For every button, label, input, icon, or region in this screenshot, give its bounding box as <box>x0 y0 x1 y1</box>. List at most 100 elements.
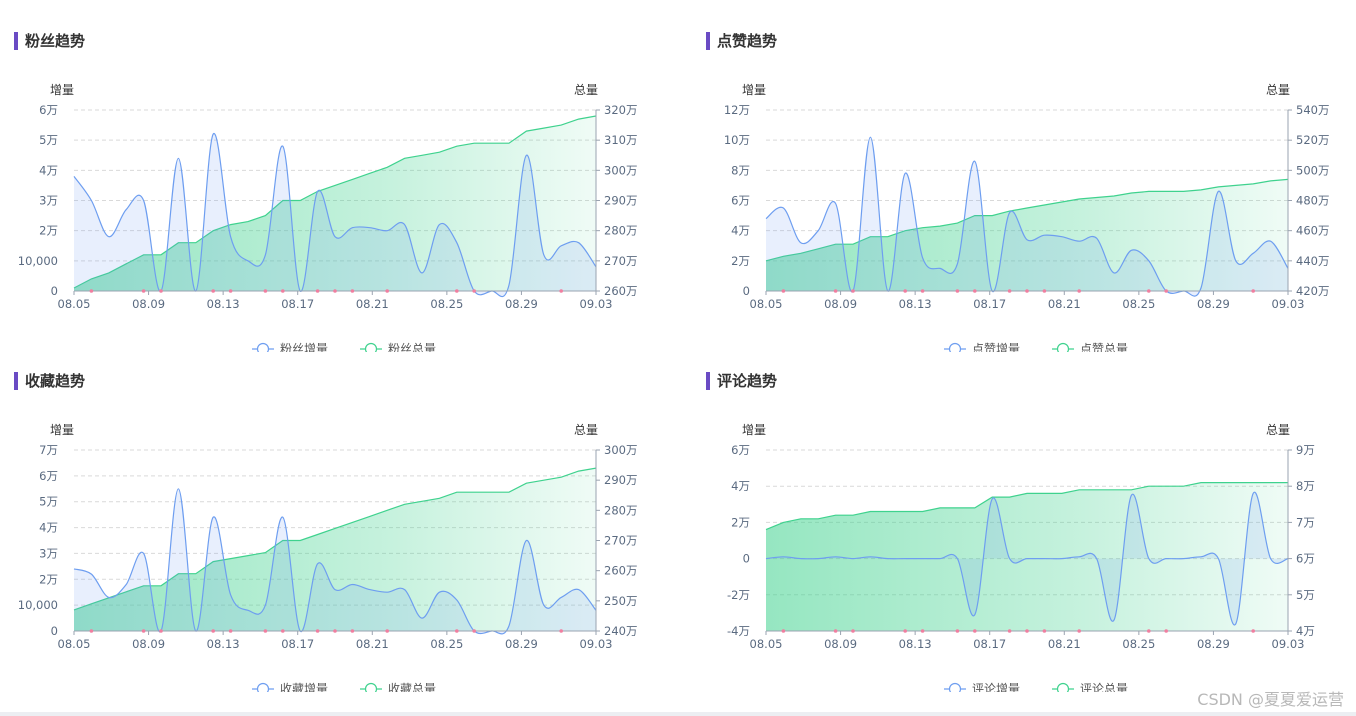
watermark: CSDN @夏夏爱运营 <box>1197 690 1344 709</box>
event-marker <box>472 289 477 293</box>
left-tick-label: -2万 <box>727 588 750 602</box>
chart-title: 评论趋势 <box>706 372 777 390</box>
left-tick-label: 2万 <box>731 515 750 529</box>
right-tick-label: 440万 <box>1296 254 1329 268</box>
left-tick-label: 6万 <box>39 469 58 483</box>
x-tick-label: 08.09 <box>824 637 857 651</box>
event-marker <box>89 289 94 293</box>
event-marker <box>1077 289 1081 293</box>
event-marker <box>333 629 337 633</box>
x-tick-label: 08.29 <box>1197 297 1230 311</box>
right-tick-label: 420万 <box>1296 284 1329 298</box>
left-tick-label: 4万 <box>731 224 750 238</box>
event-marker <box>1164 289 1168 293</box>
x-tick-label: 08.17 <box>973 297 1006 311</box>
legend-marker <box>256 342 270 352</box>
right-tick-label: 320万 <box>604 103 637 117</box>
left-tick-label: 12万 <box>724 103 750 117</box>
event-marker <box>281 289 285 293</box>
event-marker <box>851 289 855 293</box>
event-marker <box>455 629 459 633</box>
event-marker <box>781 289 786 293</box>
left-tick-label: 6万 <box>731 443 750 457</box>
event-marker <box>211 629 215 633</box>
x-tick-label: 08.21 <box>1048 297 1081 311</box>
x-tick-label: 08.05 <box>58 637 91 651</box>
right-tick-label: 460万 <box>1296 224 1329 238</box>
event-marker <box>228 289 233 293</box>
event-marker <box>211 289 215 293</box>
left-tick-label: 10,000 <box>18 598 58 612</box>
right-tick-label: 4万 <box>1296 624 1315 638</box>
legend-label: 评论增量 <box>972 682 1020 692</box>
event-marker <box>455 289 459 293</box>
left-tick-label: 6万 <box>39 103 58 117</box>
legend-label: 点赞总量 <box>1080 342 1128 352</box>
x-tick-label: 08.09 <box>824 297 857 311</box>
event-marker <box>350 289 355 293</box>
event-marker <box>350 629 355 633</box>
event-marker <box>1042 629 1047 633</box>
event-marker <box>955 289 960 293</box>
x-tick-label: 08.17 <box>281 297 314 311</box>
left-tick-label: 3万 <box>39 194 58 208</box>
left-tick-label: 10,000 <box>18 254 58 268</box>
event-marker <box>920 289 925 293</box>
x-tick-label: 09.03 <box>1272 297 1305 311</box>
legend-marker <box>256 682 270 692</box>
left-tick-label: -4万 <box>727 624 750 638</box>
chart-svg: 0 10,000 2万 3万 4万 5万 6万 260万 270万 280万 290万 300万 310… <box>18 83 637 352</box>
left-axis-title: 增量 <box>742 423 766 437</box>
x-tick-label: 08.05 <box>58 297 91 311</box>
right-tick-label: 270万 <box>604 254 637 268</box>
right-tick-label: 240万 <box>604 624 637 638</box>
total-line <box>765 178 1289 262</box>
left-tick-label: 8万 <box>731 163 750 177</box>
total-area <box>74 116 596 291</box>
left-tick-label: 5万 <box>39 133 58 147</box>
right-tick-label: 270万 <box>604 534 637 548</box>
event-marker <box>1077 629 1081 633</box>
legend-label: 收藏总量 <box>388 682 436 692</box>
left-tick-label: 4万 <box>731 479 750 493</box>
right-tick-label: 7万 <box>1296 515 1315 529</box>
left-tick-label: 0 <box>51 624 58 638</box>
legend-marker <box>948 342 962 352</box>
event-marker <box>472 629 477 633</box>
left-tick-label: 2万 <box>39 224 58 238</box>
event-marker <box>228 629 233 633</box>
right-axis-title: 总量 <box>574 83 598 97</box>
x-tick-label: 08.25 <box>1122 297 1155 311</box>
legend-marker <box>364 342 378 352</box>
event-marker <box>281 629 285 633</box>
increment-area <box>766 492 1288 626</box>
right-tick-label: 260万 <box>604 284 637 298</box>
legend-label: 粉丝增量 <box>280 342 328 352</box>
left-axis-title: 增量 <box>50 423 74 437</box>
x-tick-label: 08.17 <box>973 637 1006 651</box>
x-tick-label: 09.03 <box>580 297 613 311</box>
event-marker <box>781 629 786 633</box>
chart-panel-fans: 粉丝趋势 0 10,000 2万 3万 4万 5万 6万 260万 270万 280万 290万 30… <box>14 12 674 352</box>
right-tick-label: 300万 <box>604 163 637 177</box>
event-marker <box>1007 629 1012 633</box>
right-axis-title: 总量 <box>1266 423 1290 437</box>
x-tick-label: 08.25 <box>430 297 463 311</box>
x-tick-label: 08.13 <box>899 297 932 311</box>
event-marker <box>833 289 838 293</box>
right-tick-label: 500万 <box>1296 163 1329 177</box>
left-tick-label: 10万 <box>724 133 750 147</box>
right-tick-label: 310万 <box>604 133 637 147</box>
event-marker <box>1025 629 1029 633</box>
right-axis-title: 总量 <box>1266 83 1290 97</box>
increment-area <box>74 133 596 297</box>
event-marker <box>315 289 320 293</box>
legend-marker <box>948 682 962 692</box>
legend-label: 粉丝总量 <box>388 342 436 352</box>
total-area <box>766 482 1288 631</box>
event-marker <box>1025 289 1029 293</box>
legend-marker <box>364 682 378 692</box>
event-marker <box>1147 289 1151 293</box>
right-tick-label: 290万 <box>604 194 637 208</box>
total-line <box>73 467 597 611</box>
